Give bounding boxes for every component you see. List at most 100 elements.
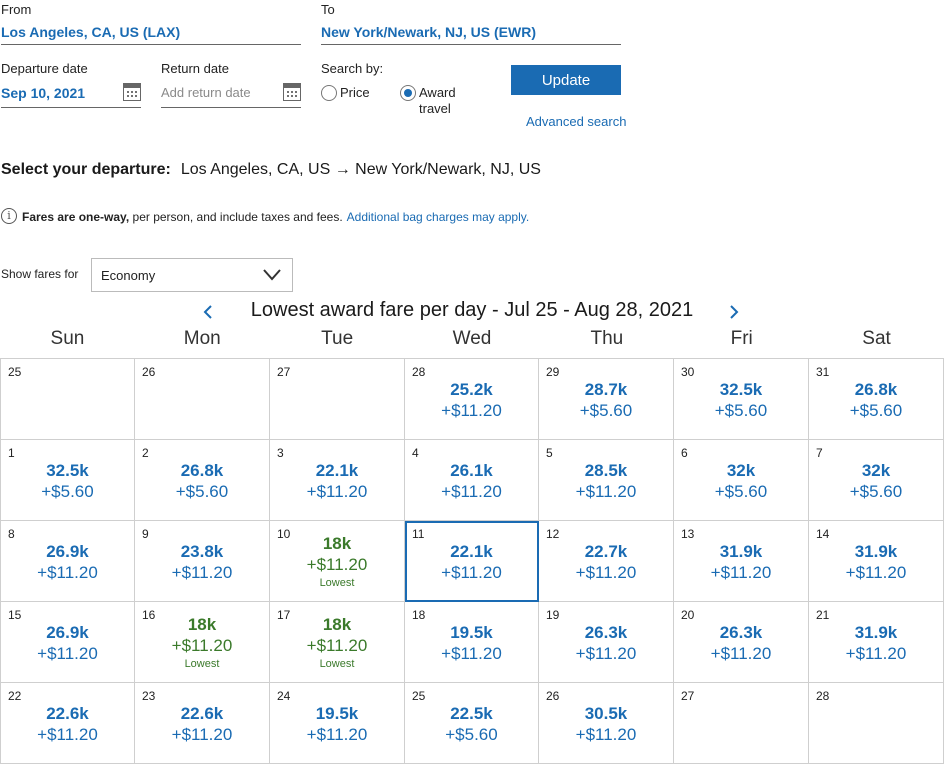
fare-miles[interactable]: 22.1k: [315, 461, 359, 480]
calendar-day-cell[interactable]: 15 26.9k +$11.20: [0, 602, 135, 683]
fare-taxes[interactable]: +$11.20: [306, 636, 368, 655]
fare-taxes[interactable]: +$11.20: [441, 482, 502, 501]
fare-taxes[interactable]: +$5.60: [579, 401, 633, 420]
return-date-input[interactable]: Add return date: [161, 85, 251, 100]
price-radio[interactable]: [321, 85, 337, 101]
next-month-icon[interactable]: [726, 303, 742, 321]
fare-miles[interactable]: 26.1k: [450, 461, 493, 480]
calendar-day-cell[interactable]: 30 32.5k +$5.60: [674, 359, 809, 440]
fare-miles[interactable]: 30.5k: [584, 704, 628, 723]
calendar-day-cell[interactable]: 20 26.3k +$11.20: [674, 602, 809, 683]
calendar-day-cell[interactable]: 14 31.9k +$11.20: [809, 521, 944, 602]
award-travel-radio[interactable]: [400, 85, 416, 101]
calendar-day-cell[interactable]: 18 19.5k +$11.20: [405, 602, 539, 683]
fare-miles[interactable]: 28.5k: [584, 461, 628, 480]
fare-taxes[interactable]: +$11.20: [37, 725, 98, 744]
fare-taxes[interactable]: +$11.20: [441, 401, 502, 420]
fare-taxes[interactable]: +$11.20: [171, 563, 233, 582]
fare-miles[interactable]: 18k: [187, 615, 217, 634]
fare-miles[interactable]: 19.5k: [315, 704, 359, 723]
calendar-day-cell[interactable]: 26 30.5k +$11.20: [539, 683, 674, 764]
fare-miles[interactable]: 32.5k: [719, 380, 763, 399]
fare-miles[interactable]: 26.8k: [854, 380, 898, 399]
calendar-day-cell[interactable]: 9 23.8k +$11.20: [135, 521, 270, 602]
calendar-day-cell[interactable]: 13 31.9k +$11.20: [674, 521, 809, 602]
calendar-day-cell[interactable]: 21 31.9k +$11.20: [809, 602, 944, 683]
calendar-day-cell[interactable]: 24 19.5k +$11.20: [270, 683, 405, 764]
calendar-day-cell[interactable]: 29 28.7k +$5.60: [539, 359, 674, 440]
calendar-day-cell[interactable]: 28 25.2k +$11.20: [405, 359, 539, 440]
previous-month-icon[interactable]: [200, 303, 216, 321]
fare-miles[interactable]: 19.5k: [450, 623, 493, 642]
fare-taxes[interactable]: +$11.20: [306, 555, 368, 574]
fare-miles[interactable]: 18k: [322, 615, 352, 634]
fare-miles[interactable]: 22.5k: [450, 704, 493, 723]
fare-miles[interactable]: 31.9k: [719, 542, 763, 561]
fare-taxes[interactable]: +$5.60: [445, 725, 498, 744]
fare-taxes[interactable]: +$11.20: [845, 563, 907, 582]
fare-miles[interactable]: 23.8k: [180, 542, 224, 561]
fare-taxes[interactable]: +$5.60: [849, 401, 903, 420]
calendar-day-cell[interactable]: 7 32k +$5.60: [809, 440, 944, 521]
calendar-day-cell[interactable]: 2 26.8k +$5.60: [135, 440, 270, 521]
fare-miles[interactable]: 22.7k: [584, 542, 628, 561]
fare-taxes[interactable]: +$5.60: [849, 482, 903, 501]
fare-taxes[interactable]: +$5.60: [175, 482, 229, 501]
calendar-day-cell[interactable]: 11 22.1k +$11.20: [405, 521, 539, 602]
calendar-day-cell[interactable]: 3 22.1k +$11.20: [270, 440, 405, 521]
cabin-class-select[interactable]: Economy: [91, 258, 293, 292]
fare-miles[interactable]: 26.3k: [719, 623, 763, 642]
fare-taxes[interactable]: +$11.20: [37, 563, 98, 582]
fare-miles[interactable]: 22.6k: [46, 704, 89, 723]
award-radio-label-line2[interactable]: travel: [419, 101, 451, 116]
fare-miles[interactable]: 28.7k: [584, 380, 628, 399]
to-input[interactable]: New York/Newark, NJ, US (EWR): [321, 24, 536, 40]
calendar-day-cell[interactable]: 16 18k +$11.20 Lowest: [135, 602, 270, 683]
from-input[interactable]: Los Angeles, CA, US (LAX): [1, 24, 181, 40]
fare-taxes[interactable]: +$11.20: [441, 563, 502, 582]
return-calendar-icon[interactable]: [283, 83, 301, 101]
calendar-day-cell[interactable]: 23 22.6k +$11.20: [135, 683, 270, 764]
advanced-search-link[interactable]: Advanced search: [526, 114, 627, 129]
calendar-day-cell[interactable]: 8 26.9k +$11.20: [0, 521, 135, 602]
fare-taxes[interactable]: +$11.20: [441, 644, 502, 663]
calendar-day-cell[interactable]: 10 18k +$11.20 Lowest: [270, 521, 405, 602]
calendar-day-cell[interactable]: 25 22.5k +$5.60: [405, 683, 539, 764]
update-button[interactable]: Update: [511, 65, 621, 95]
fare-taxes[interactable]: +$11.20: [171, 725, 233, 744]
fare-taxes[interactable]: +$11.20: [575, 482, 637, 501]
fare-taxes[interactable]: +$11.20: [575, 644, 637, 663]
calendar-day-cell[interactable]: 31 26.8k +$5.60: [809, 359, 944, 440]
price-radio-label[interactable]: Price: [340, 85, 370, 100]
fare-taxes[interactable]: +$5.60: [714, 401, 768, 420]
calendar-day-cell[interactable]: 19 26.3k +$11.20: [539, 602, 674, 683]
fare-miles[interactable]: 32.5k: [46, 461, 89, 480]
fare-taxes[interactable]: +$11.20: [306, 725, 368, 744]
fare-miles[interactable]: 25.2k: [450, 380, 493, 399]
fare-miles[interactable]: 26.8k: [180, 461, 224, 480]
fare-miles[interactable]: 18k: [322, 534, 352, 553]
fare-taxes[interactable]: +$11.20: [171, 636, 233, 655]
calendar-day-cell[interactable]: 4 26.1k +$11.20: [405, 440, 539, 521]
bag-charges-link[interactable]: Additional bag charges may apply.: [346, 210, 530, 224]
award-radio-label-line1[interactable]: Award: [419, 85, 456, 100]
calendar-day-cell[interactable]: 12 22.7k +$11.20: [539, 521, 674, 602]
calendar-day-cell[interactable]: 6 32k +$5.60: [674, 440, 809, 521]
fare-miles[interactable]: 32k: [726, 461, 756, 480]
fare-taxes[interactable]: +$11.20: [575, 725, 637, 744]
fare-miles[interactable]: 31.9k: [854, 542, 898, 561]
fare-miles[interactable]: 26.9k: [46, 542, 89, 561]
fare-taxes[interactable]: +$11.20: [306, 482, 368, 501]
calendar-day-cell[interactable]: 5 28.5k +$11.20: [539, 440, 674, 521]
fare-taxes[interactable]: +$11.20: [37, 644, 98, 663]
fare-miles[interactable]: 31.9k: [854, 623, 898, 642]
fare-taxes[interactable]: +$5.60: [41, 482, 94, 501]
fare-taxes[interactable]: +$11.20: [575, 563, 637, 582]
fare-miles[interactable]: 32k: [861, 461, 891, 480]
fare-miles[interactable]: 22.6k: [180, 704, 224, 723]
departure-calendar-icon[interactable]: [123, 83, 141, 101]
calendar-day-cell[interactable]: 22 22.6k +$11.20: [0, 683, 135, 764]
fare-miles[interactable]: 26.3k: [584, 623, 628, 642]
fare-taxes[interactable]: +$11.20: [710, 563, 772, 582]
fare-miles[interactable]: 22.1k: [450, 542, 493, 561]
